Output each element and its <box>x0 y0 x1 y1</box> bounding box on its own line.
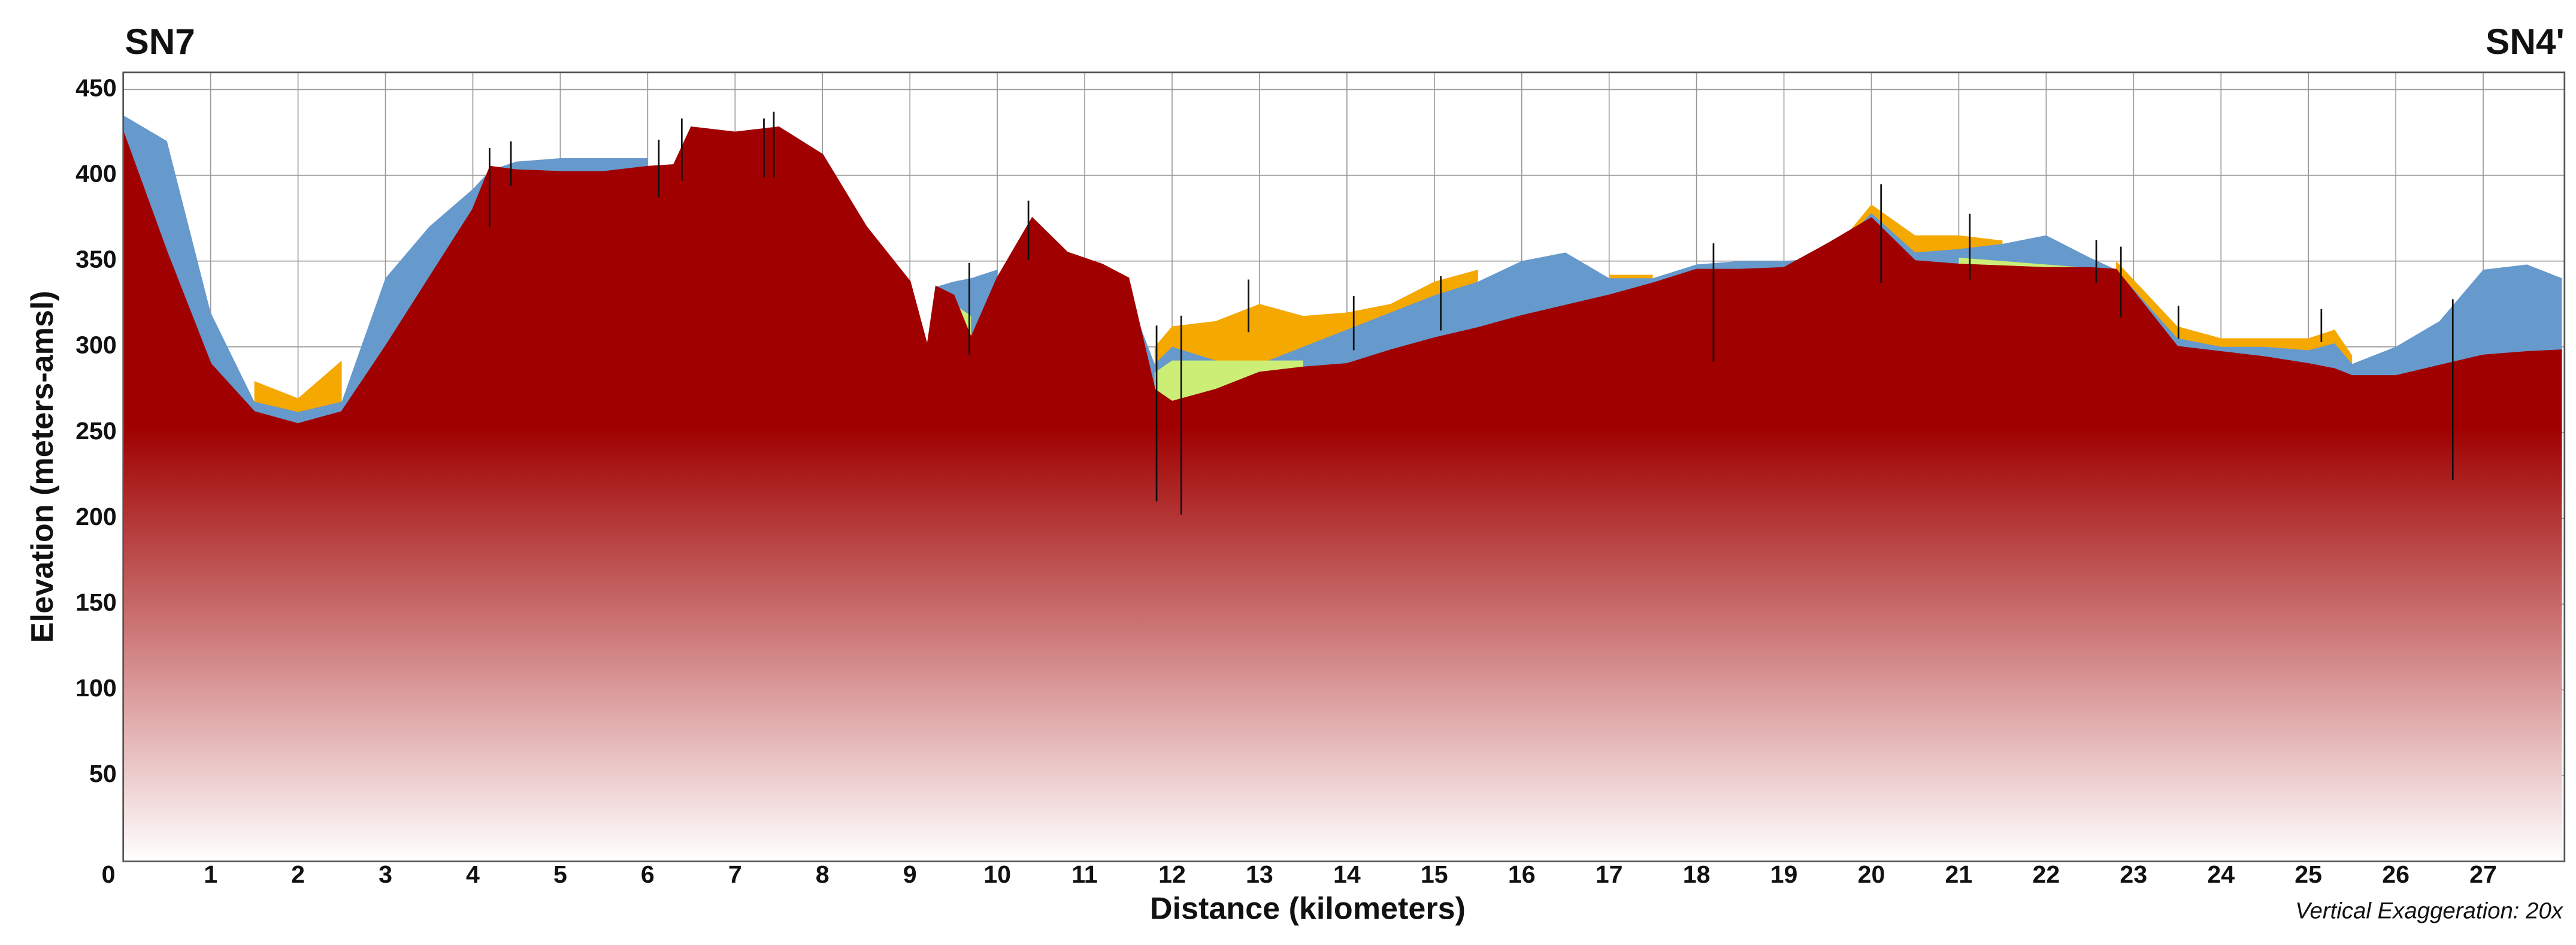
x-tick-label: 4 <box>466 861 480 888</box>
y-axis-label: Elevation (meters-amsl) <box>25 291 60 643</box>
x-tick-label: 6 <box>641 861 655 888</box>
x-tick-label: 24 <box>2207 861 2235 888</box>
layer-area <box>123 127 2562 862</box>
x-tick-label: 16 <box>1508 861 1536 888</box>
x-axis-label: Distance (kilometers) <box>1150 892 1466 926</box>
y-tick-label: 50 <box>89 760 117 787</box>
y-tick-label: 350 <box>75 246 117 273</box>
x-tick-label: 27 <box>2469 861 2497 888</box>
x-tick-label: 8 <box>816 861 830 888</box>
x-tick-label: 10 <box>983 861 1011 888</box>
section-end-label: SN4' <box>2486 21 2565 62</box>
layer-edge <box>122 126 2562 425</box>
plot-frame <box>122 71 2566 862</box>
x-tick-label: 11 <box>1071 861 1097 888</box>
x-tick-label: 7 <box>728 861 742 888</box>
x-tick-label: 22 <box>2033 861 2060 888</box>
x-tick-label: 9 <box>903 861 917 888</box>
y-tick-label: 250 <box>75 417 117 445</box>
y-tick-label: 100 <box>75 674 117 702</box>
x-tick-label: 23 <box>2120 861 2147 888</box>
y-tick-label: 200 <box>75 503 117 530</box>
x-tick-label: 1 <box>204 861 217 888</box>
x-tick-label: 20 <box>1858 861 1885 888</box>
y-tick-label: 150 <box>75 588 117 616</box>
x-tick-label: 21 <box>1945 861 1973 888</box>
boreholes <box>489 111 2454 515</box>
x-tick-label: 15 <box>1421 861 1448 888</box>
x-tick-label: 18 <box>1683 861 1711 888</box>
x-tick-label: 26 <box>2382 861 2409 888</box>
x-tick-label: 17 <box>1596 861 1623 888</box>
y-tick-label: 300 <box>75 331 117 359</box>
x-tick-label: 0 <box>102 861 116 888</box>
x-tick-label: 13 <box>1246 861 1273 888</box>
x-tick-label: 3 <box>379 861 392 888</box>
y-tick-label: 400 <box>75 159 117 187</box>
y-tick-label: 450 <box>75 74 117 101</box>
x-tick-label: 25 <box>2295 861 2322 888</box>
x-tick-label: 19 <box>1770 861 1798 888</box>
x-tick-label: 12 <box>1158 861 1186 888</box>
x-tick-label: 5 <box>553 861 567 888</box>
x-tick-label: 14 <box>1333 861 1361 888</box>
exaggeration-note: Vertical Exaggeration: 20x <box>2295 898 2564 924</box>
section-start-label: SN7 <box>125 21 195 62</box>
x-tick-label: 2 <box>291 861 305 888</box>
